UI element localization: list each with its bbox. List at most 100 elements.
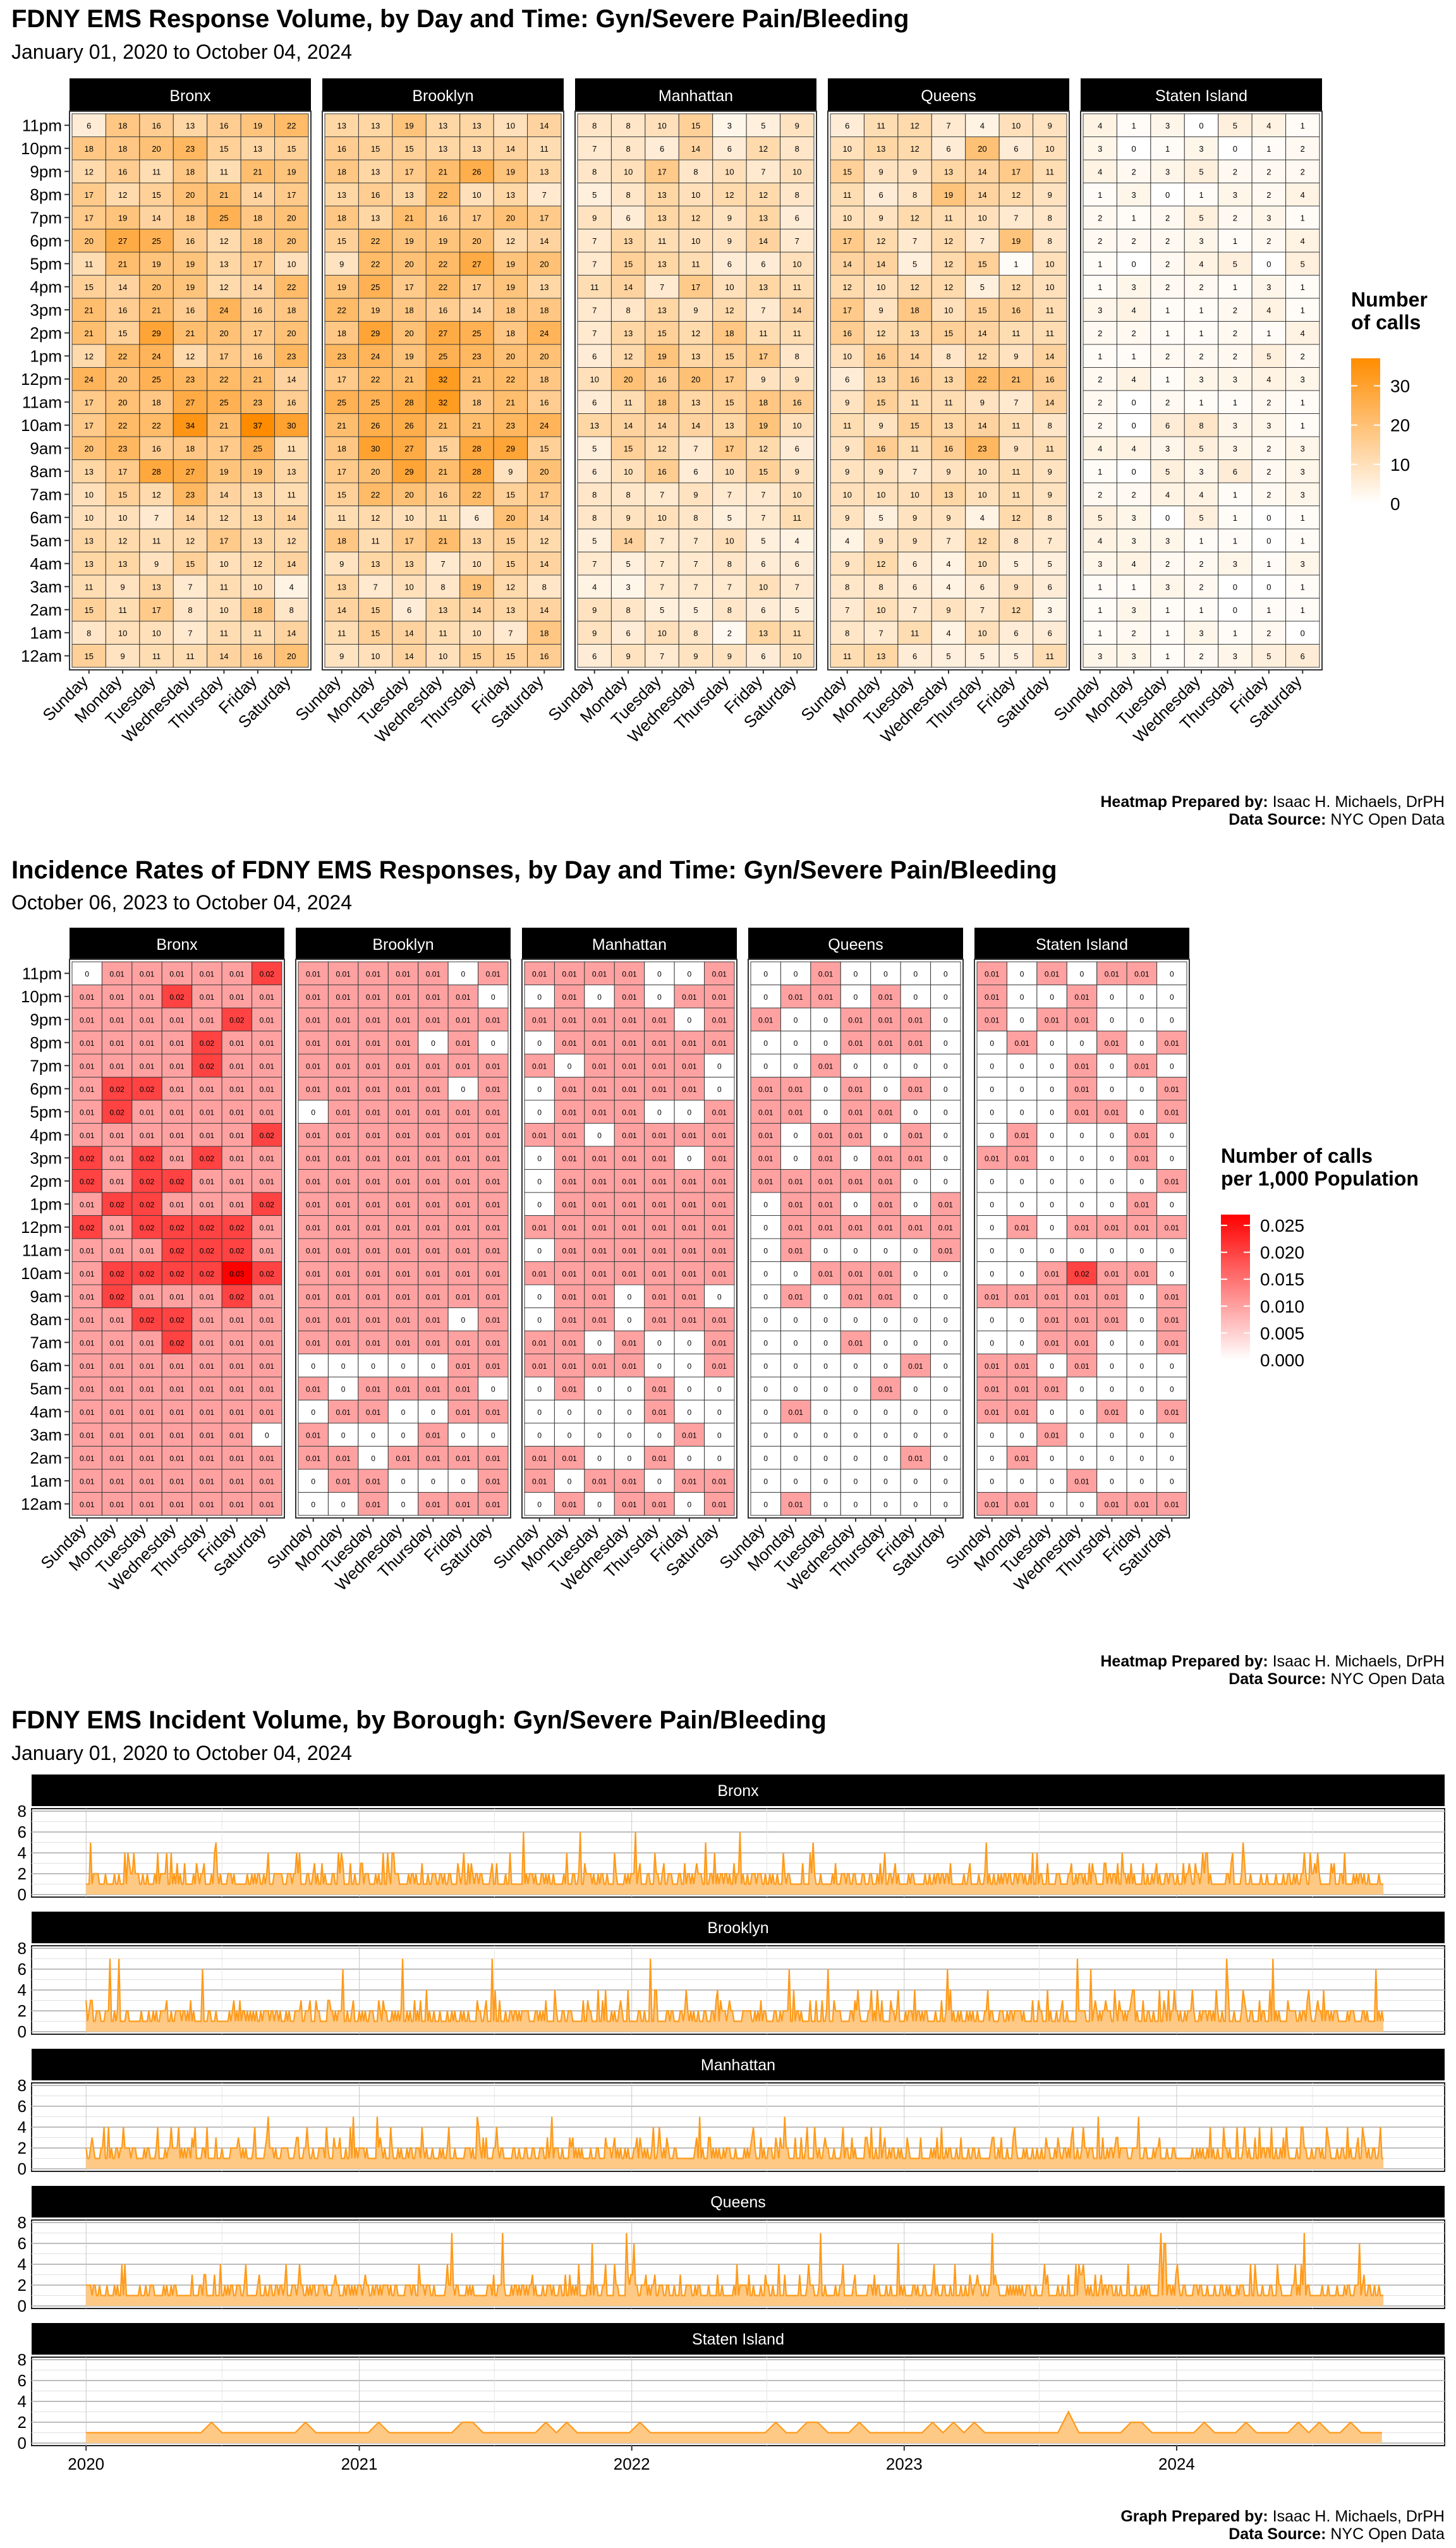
heatmap-cell	[274, 321, 309, 345]
heatmap-cell	[105, 321, 140, 345]
cell-value-label: 21	[253, 375, 262, 384]
cell-value-label: 13	[219, 259, 228, 269]
x-tick-label: 2023	[886, 2454, 923, 2473]
cell-value-label: 23	[186, 375, 195, 384]
heatmap-cell	[71, 113, 106, 137]
cell-value-label: 11	[220, 167, 229, 176]
cell-value-label: 17	[84, 190, 93, 200]
heatmap-cell	[105, 252, 140, 276]
cell-value-label: 18	[118, 121, 127, 130]
y-tick-label: 2	[18, 2138, 27, 2157]
cell-value-label: 21	[84, 305, 93, 315]
timeseries-panel-brooklyn: Brooklyn 0 2 4 6 8	[18, 1912, 1445, 2041]
y-tick-label: 8	[18, 1939, 27, 1958]
heatmap-cell	[139, 275, 174, 299]
cell-value-label: 25	[219, 213, 228, 222]
heatmap-cell	[207, 113, 241, 137]
cell-value-label: 19	[186, 259, 195, 269]
cell-value-label: 20	[152, 144, 161, 154]
cell-value-label: 16	[186, 305, 195, 315]
heatmap-cell	[207, 205, 241, 229]
cell-value-label: 14	[152, 213, 161, 222]
heatmap-cell	[240, 367, 276, 391]
heatmap-cell	[105, 275, 140, 299]
heatmap-cell	[139, 205, 174, 229]
cell-value-label: 18	[287, 305, 296, 315]
cell-value-label: 17	[219, 351, 228, 361]
heatmap-cell	[274, 159, 309, 183]
cell-value-label: 16	[253, 305, 262, 315]
facet-strip-label: Queens	[710, 2193, 766, 2211]
cell-value-label: 29	[152, 329, 161, 338]
cell-value-label: 14	[287, 375, 296, 384]
heatmap-cell	[71, 390, 106, 414]
timeseries-panel-bronx: Bronx 0 2 4 6 8	[18, 1774, 1445, 1904]
y-tick-label: 4	[18, 2255, 27, 2274]
cell-value-label: 10	[287, 259, 296, 269]
cell-value-label: 23	[186, 144, 195, 154]
cell-value-label: 24	[84, 375, 93, 384]
cell-value-label: 21	[186, 329, 195, 338]
heatmap-cell	[173, 252, 208, 276]
cell-value-label: 20	[152, 282, 161, 292]
cell-value-label: 17	[84, 213, 93, 222]
heatmap-cell	[105, 390, 140, 414]
heatmap-cell	[240, 113, 276, 137]
heatmap-cell	[207, 136, 241, 161]
heatmap-cell	[274, 344, 309, 368]
heatmap-cell	[274, 298, 309, 322]
cell-value-label: 17	[253, 259, 262, 269]
caption-source-label: Data Source:	[1228, 2525, 1326, 2543]
cell-value-label: 20	[287, 213, 296, 222]
cell-value-label: 18	[253, 236, 262, 246]
heatmap-cell	[71, 321, 106, 345]
cell-value-label: 19	[287, 167, 296, 176]
facet-strip-label: Brooklyn	[707, 1919, 768, 1937]
heatmap-cell	[173, 159, 208, 183]
heatmap-cell	[139, 298, 174, 322]
y-tick-label: 2	[18, 1864, 27, 1883]
cell-value-label: 13	[253, 144, 262, 154]
cell-value-label: 19	[152, 259, 161, 269]
heatmap-cell	[240, 136, 276, 161]
timeseries-caption: Graph Prepared by: Isaac H. Michaels, Dr…	[1120, 2508, 1445, 2543]
count-heatmap-title: FDNY EMS Response Volume, by Day and Tim…	[11, 5, 909, 33]
cell-value-label: 16	[219, 121, 228, 130]
cell-value-label: 25	[152, 375, 161, 384]
timeseries-panel-queens: Queens 02 4 6 8	[18, 2186, 1445, 2315]
cell-value-label: 20	[219, 329, 228, 338]
cell-value-label: 16	[186, 236, 195, 246]
cell-value-label: 20	[287, 236, 296, 246]
cell-value-label: 12	[84, 351, 93, 361]
heatmap-cell	[240, 252, 276, 276]
facet-strip-label: Bronx	[169, 87, 211, 105]
cell-value-label: 18	[253, 213, 262, 222]
y-tick-label: 6	[18, 2097, 27, 2116]
cell-value-label: 18	[186, 167, 195, 176]
cell-value-label: 17	[253, 329, 262, 338]
cell-value-label: 13	[186, 121, 195, 130]
x-tick-label: 2020	[68, 2454, 104, 2473]
cell-value-label: 20	[118, 397, 127, 407]
cell-value-label: 12	[84, 167, 93, 176]
y-tick-label: 8	[18, 1802, 27, 1821]
cell-value-label: 15	[287, 144, 296, 154]
cell-value-label: 27	[118, 236, 127, 246]
count-heatmap-subtitle: January 01, 2020 to October 04, 2024	[11, 40, 353, 63]
y-tick-label: 0	[18, 2296, 27, 2315]
cell-value-label: 18	[84, 144, 93, 154]
caption-source-value: NYC Open Data	[1326, 2525, 1445, 2543]
heatmap-cell	[240, 344, 276, 368]
heatmap-cell	[240, 205, 276, 229]
y-tick-label: 8	[18, 2350, 27, 2369]
x-tick-label: 2024	[1158, 2454, 1195, 2473]
cell-value-label: 20	[186, 190, 195, 200]
cell-value-label: 12	[219, 282, 228, 292]
y-tick-label: 4	[18, 1843, 27, 1862]
cell-value-label: 14	[118, 282, 127, 292]
heatmap-cell	[274, 136, 309, 161]
cell-value-label: 14	[253, 282, 262, 292]
heatmap-cell	[240, 229, 276, 253]
heatmap-cell	[207, 252, 241, 276]
